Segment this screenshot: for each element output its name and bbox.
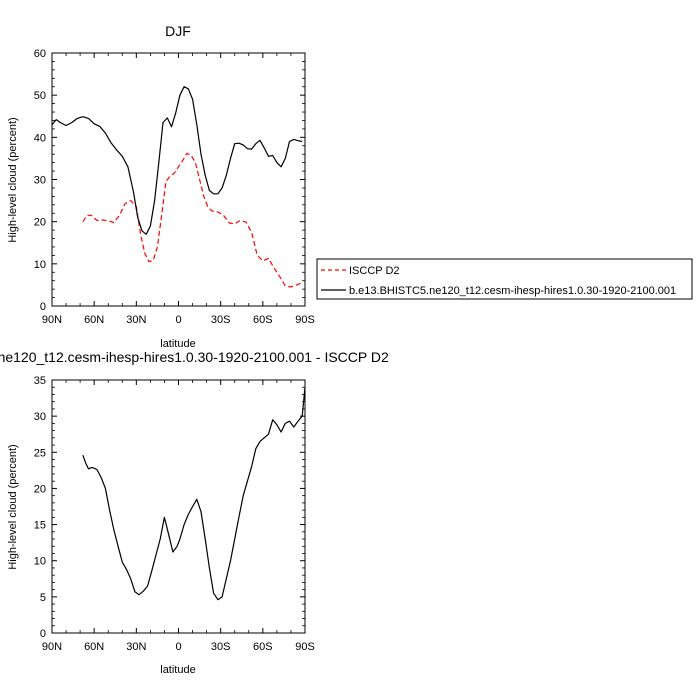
bottom-x-tick-label: 60N: [84, 641, 104, 653]
bottom-y-tick-label: 15: [34, 520, 46, 532]
bottom-x-tick-label: 90S: [295, 641, 315, 653]
legend-label-model: b.e13.BHISTC5.ne120_t12.cesm-ihesp-hires…: [349, 285, 676, 297]
bottom-y-tick-label: 35: [34, 375, 46, 387]
top-x-axis-label: latitude: [160, 338, 195, 350]
bottom-x-tick-label: 60S: [253, 641, 273, 653]
top-y-axis: 0 10 20 30 40 50 60: [34, 48, 305, 313]
top-y-axis-label: High-level cloud (percent): [7, 117, 19, 242]
bottom-plot-frame: [51, 379, 306, 634]
bottom-y-axis: 0 5 10 15 20 25 30 35: [34, 375, 305, 640]
top-y-tick-label: 60: [34, 48, 46, 60]
bottom-y-axis-label: High-level cloud (percent): [7, 444, 19, 569]
top-plot-frame: [51, 52, 306, 307]
top-x-tick-label: 90S: [295, 314, 315, 326]
bottom-panel: TC5.ne120_t12.cesm-ihesp-hires1.0.30-192…: [0, 349, 389, 676]
bottom-x-tick-label: 30S: [211, 641, 231, 653]
bottom-y-tick-label: 5: [40, 592, 46, 604]
top-y-tick-label: 0: [40, 301, 46, 313]
bottom-y-tick-label: 20: [34, 483, 46, 495]
top-x-tick-label: 30N: [126, 314, 146, 326]
top-y-tick-label: 20: [34, 217, 46, 229]
top-x-tick-label: 60S: [253, 314, 273, 326]
bottom-chart-title: TC5.ne120_t12.cesm-ihesp-hires1.0.30-192…: [0, 349, 389, 365]
top-x-tick-label: 90N: [42, 314, 62, 326]
legend-box: [316, 258, 693, 300]
top-y-tick-label: 10: [34, 259, 46, 271]
bottom-y-tick-label: 25: [34, 447, 46, 459]
bottom-x-axis: 90N 60N 30N 0 30S 60S 90S: [42, 380, 315, 653]
top-panel: DJF 0 10 20 30 40 50 60 90N 60N 30N 0 30S 60S 90S la…: [7, 23, 315, 350]
legend-label-isccp: ISCCP D2: [349, 265, 400, 277]
legend: ISCCP D2 b.e13.BHISTC5.ne120_t12.cesm-ih…: [316, 258, 693, 300]
top-series-group: [51, 86, 303, 288]
top-series-line-0: [82, 152, 303, 288]
top-chart-title: DJF: [165, 23, 191, 39]
top-x-tick-label: 0: [175, 314, 181, 326]
top-y-tick-label: 50: [34, 90, 46, 102]
top-y-tick-label: 40: [34, 132, 46, 144]
top-x-tick-label: 30S: [211, 314, 231, 326]
top-y-tick-label: 30: [34, 175, 46, 187]
bottom-y-tick-label: 30: [34, 411, 46, 423]
top-x-tick-label: 60N: [84, 314, 104, 326]
bottom-y-tick-label: 0: [40, 628, 46, 640]
bottom-y-tick-label: 10: [34, 556, 46, 568]
top-series-line-1: [51, 86, 303, 235]
bottom-series-line-0: [82, 387, 306, 601]
bottom-x-tick-label: 0: [175, 641, 181, 653]
top-x-axis: 90N 60N 30N 0 30S 60S 90S: [42, 53, 315, 326]
bottom-x-tick-label: 30N: [126, 641, 146, 653]
bottom-x-tick-label: 90N: [42, 641, 62, 653]
bottom-x-axis-label: latitude: [160, 664, 195, 676]
bottom-series-group: [82, 387, 306, 601]
